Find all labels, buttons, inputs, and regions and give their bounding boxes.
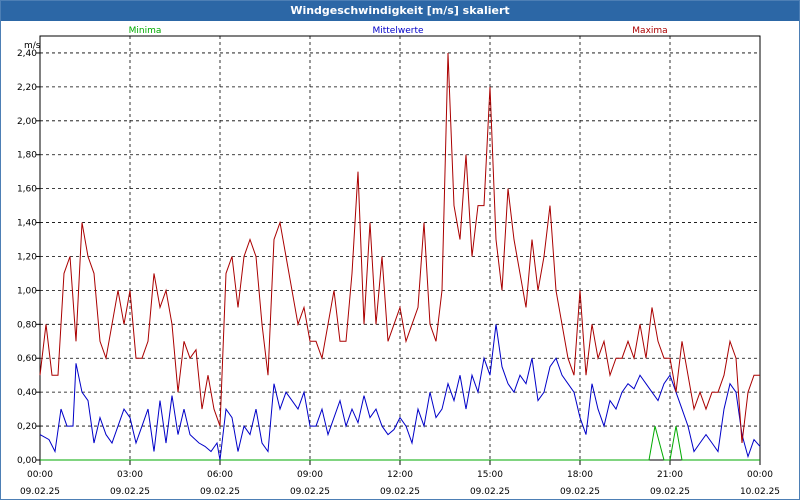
y-axis-label: m/s [24, 41, 41, 51]
legend-label-maxima: Maxima [632, 26, 667, 36]
y-tick-label: 1,20 [17, 252, 37, 262]
y-tick-label: 1,60 [17, 185, 37, 195]
y-tick-label: 0,20 [17, 422, 37, 432]
y-tick-label: 0,80 [17, 320, 37, 330]
x-tick-time-label: 00:00 [747, 470, 773, 480]
legend-label-minima: Minima [129, 26, 162, 36]
y-tick-label: 2,40 [17, 49, 37, 59]
window-title: Windgeschwindigkeit [m/s] skaliert [1, 1, 799, 21]
y-tick-label: 0,00 [17, 456, 37, 466]
y-tick-label: 0,40 [17, 388, 37, 398]
y-tick-label: 1,00 [17, 286, 37, 296]
x-tick-date-label: 10.02.25 [740, 487, 780, 497]
x-tick-time-label: 15:00 [477, 470, 503, 480]
x-tick-date-label: 09.02.25 [470, 487, 510, 497]
x-tick-time-label: 18:00 [567, 470, 593, 480]
x-tick-date-label: 09.02.25 [200, 487, 240, 497]
x-tick-date-label: 09.02.25 [380, 487, 420, 497]
legend-label-mittelwerte: Mittelwerte [372, 26, 423, 36]
y-tick-label: 1,40 [17, 219, 37, 229]
x-tick-time-label: 12:00 [387, 470, 413, 480]
x-tick-time-label: 21:00 [657, 470, 683, 480]
x-tick-date-label: 09.02.25 [560, 487, 600, 497]
x-tick-date-label: 09.02.25 [290, 487, 330, 497]
x-tick-time-label: 09:00 [297, 470, 323, 480]
x-tick-time-label: 00:00 [27, 470, 53, 480]
series-line-mittelwerte [39, 324, 761, 461]
series-line-maxima [39, 52, 760, 444]
y-tick-label: 2,00 [17, 117, 37, 127]
y-tick-label: 2,20 [17, 83, 37, 93]
x-tick-time-label: 03:00 [117, 470, 143, 480]
x-tick-date-label: 09.02.25 [110, 487, 150, 497]
x-tick-time-label: 06:00 [207, 470, 233, 480]
series-line-minima [40, 425, 760, 461]
y-tick-label: 1,80 [17, 151, 37, 161]
x-tick-date-label: 09.02.25 [650, 487, 690, 497]
y-tick-label: 0,60 [17, 354, 37, 364]
x-tick-date-label: 09.02.25 [20, 487, 60, 497]
